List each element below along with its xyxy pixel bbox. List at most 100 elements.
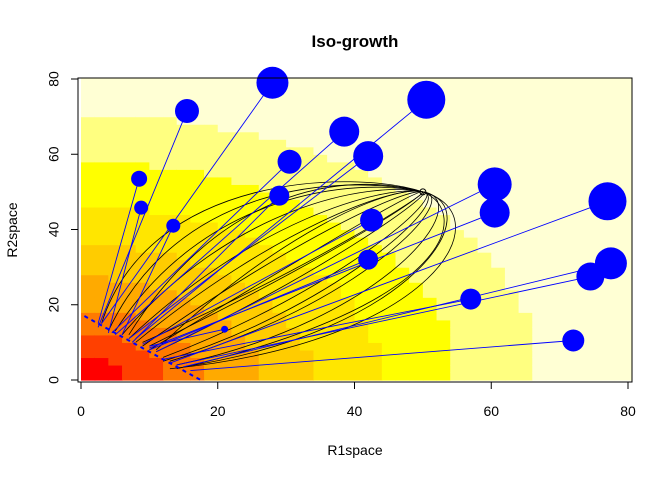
heatmap-cell: [149, 267, 164, 276]
heatmap-cell: [354, 267, 369, 276]
heatmap-cell: [518, 214, 533, 223]
heatmap-cell: [450, 78, 465, 80]
heatmap-cell: [204, 252, 219, 261]
heatmap-cell: [491, 297, 506, 306]
heatmap-cell: [559, 252, 574, 261]
heatmap-cell: [272, 297, 287, 306]
iso-curve: [142, 191, 423, 347]
heatmap-cell: [258, 184, 274, 193]
heatmap-cell: [395, 364, 410, 374]
heatmap-cell: [628, 319, 632, 328]
heatmap-cell: [327, 206, 342, 216]
heatmap-cell: [258, 116, 274, 125]
heatmap-cell: [573, 229, 588, 238]
heatmap-cell: [81, 312, 96, 321]
heatmap-cell: [231, 154, 246, 163]
heatmap-cell: [258, 237, 274, 246]
heatmap-cell: [81, 161, 96, 170]
heatmap-cell: [204, 304, 219, 313]
heatmap-cell: [135, 267, 150, 276]
heatmap-cell: [368, 169, 383, 178]
heatmap-cell: [94, 184, 109, 193]
heatmap-cell: [176, 169, 191, 178]
data-point: [562, 329, 585, 352]
heatmap-cell: [204, 139, 219, 148]
heatmap-cell: [108, 237, 123, 246]
heatmap-cell: [176, 229, 191, 238]
heatmap-cell: [81, 139, 96, 148]
heatmap-cell: [532, 357, 547, 366]
heatmap-cell: [299, 169, 315, 178]
heatmap-cell: [450, 357, 465, 366]
heatmap-cell: [108, 86, 123, 95]
heatmap-cell: [327, 267, 342, 276]
heatmap-cell: [176, 146, 191, 155]
heatmap-cell: [313, 191, 328, 200]
heatmap-cell: [149, 364, 164, 374]
heatmap-cell: [463, 274, 479, 283]
heatmap-cell: [313, 161, 328, 170]
heatmap-cell: [381, 244, 397, 253]
heatmap-cell: [450, 274, 465, 283]
heatmap-cell: [504, 139, 520, 148]
heatmap-cell: [108, 79, 123, 88]
heatmap-cell: [108, 297, 123, 306]
heatmap-cell: [422, 214, 438, 223]
heatmap-cell: [149, 124, 164, 133]
heatmap-cell: [532, 282, 547, 291]
heatmap-cell: [477, 327, 492, 336]
heatmap-cell: [204, 282, 219, 291]
heatmap-cell: [628, 252, 632, 261]
heatmap-cell: [573, 161, 588, 170]
point-line: [121, 225, 174, 336]
heatmap-cell: [176, 214, 191, 223]
heatmap-cell: [327, 289, 342, 298]
heatmap-cell: [313, 342, 328, 351]
iso-curve: [169, 191, 456, 370]
heatmap-cell: [190, 319, 205, 328]
heatmap-cell: [628, 184, 632, 193]
iso-curve: [176, 191, 440, 366]
heatmap-cell: [422, 116, 438, 125]
heatmap-cell: [518, 304, 533, 313]
heatmap-cell: [258, 199, 274, 208]
heatmap-cell: [422, 312, 438, 321]
heatmap-cell: [463, 372, 479, 381]
heatmap-cell: [258, 131, 274, 140]
heatmap-cell: [163, 319, 178, 328]
data-point: [166, 218, 181, 233]
heatmap-cell: [299, 116, 315, 125]
heatmap-cell: [272, 229, 287, 238]
heatmap-cell: [532, 214, 547, 223]
heatmap-cell: [190, 267, 205, 276]
heatmap-cell: [272, 372, 287, 381]
heatmap-cell: [422, 124, 438, 133]
heatmap-cell: [204, 214, 219, 223]
heatmap-cell: [108, 214, 123, 223]
heatmap-cell: [532, 206, 547, 216]
heatmap-cell: [477, 116, 492, 125]
heatmap-cell: [368, 109, 383, 118]
heatmap-cell: [559, 94, 574, 103]
heatmap-cell: [586, 86, 602, 95]
heatmap-cell: [190, 334, 205, 343]
heatmap-cell: [463, 334, 479, 343]
heatmap-cell: [436, 154, 451, 163]
heatmap-cell: [532, 244, 547, 253]
heatmap-cell: [614, 289, 629, 298]
heatmap-cell: [559, 237, 574, 246]
heatmap-cell: [204, 297, 219, 306]
heatmap-cell: [504, 259, 520, 268]
point-line: [97, 110, 188, 328]
heatmap-cell: [463, 342, 479, 351]
heatmap-cell: [286, 199, 301, 208]
heatmap-cell: [135, 139, 150, 148]
heatmap-cell: [245, 282, 260, 291]
data-points: [131, 66, 627, 352]
heatmap-cell: [436, 342, 451, 351]
heatmap-cell: [94, 116, 109, 125]
heatmap-cell: [204, 154, 219, 163]
heatmap-cell: [573, 237, 588, 246]
heatmap-cell: [204, 221, 219, 231]
